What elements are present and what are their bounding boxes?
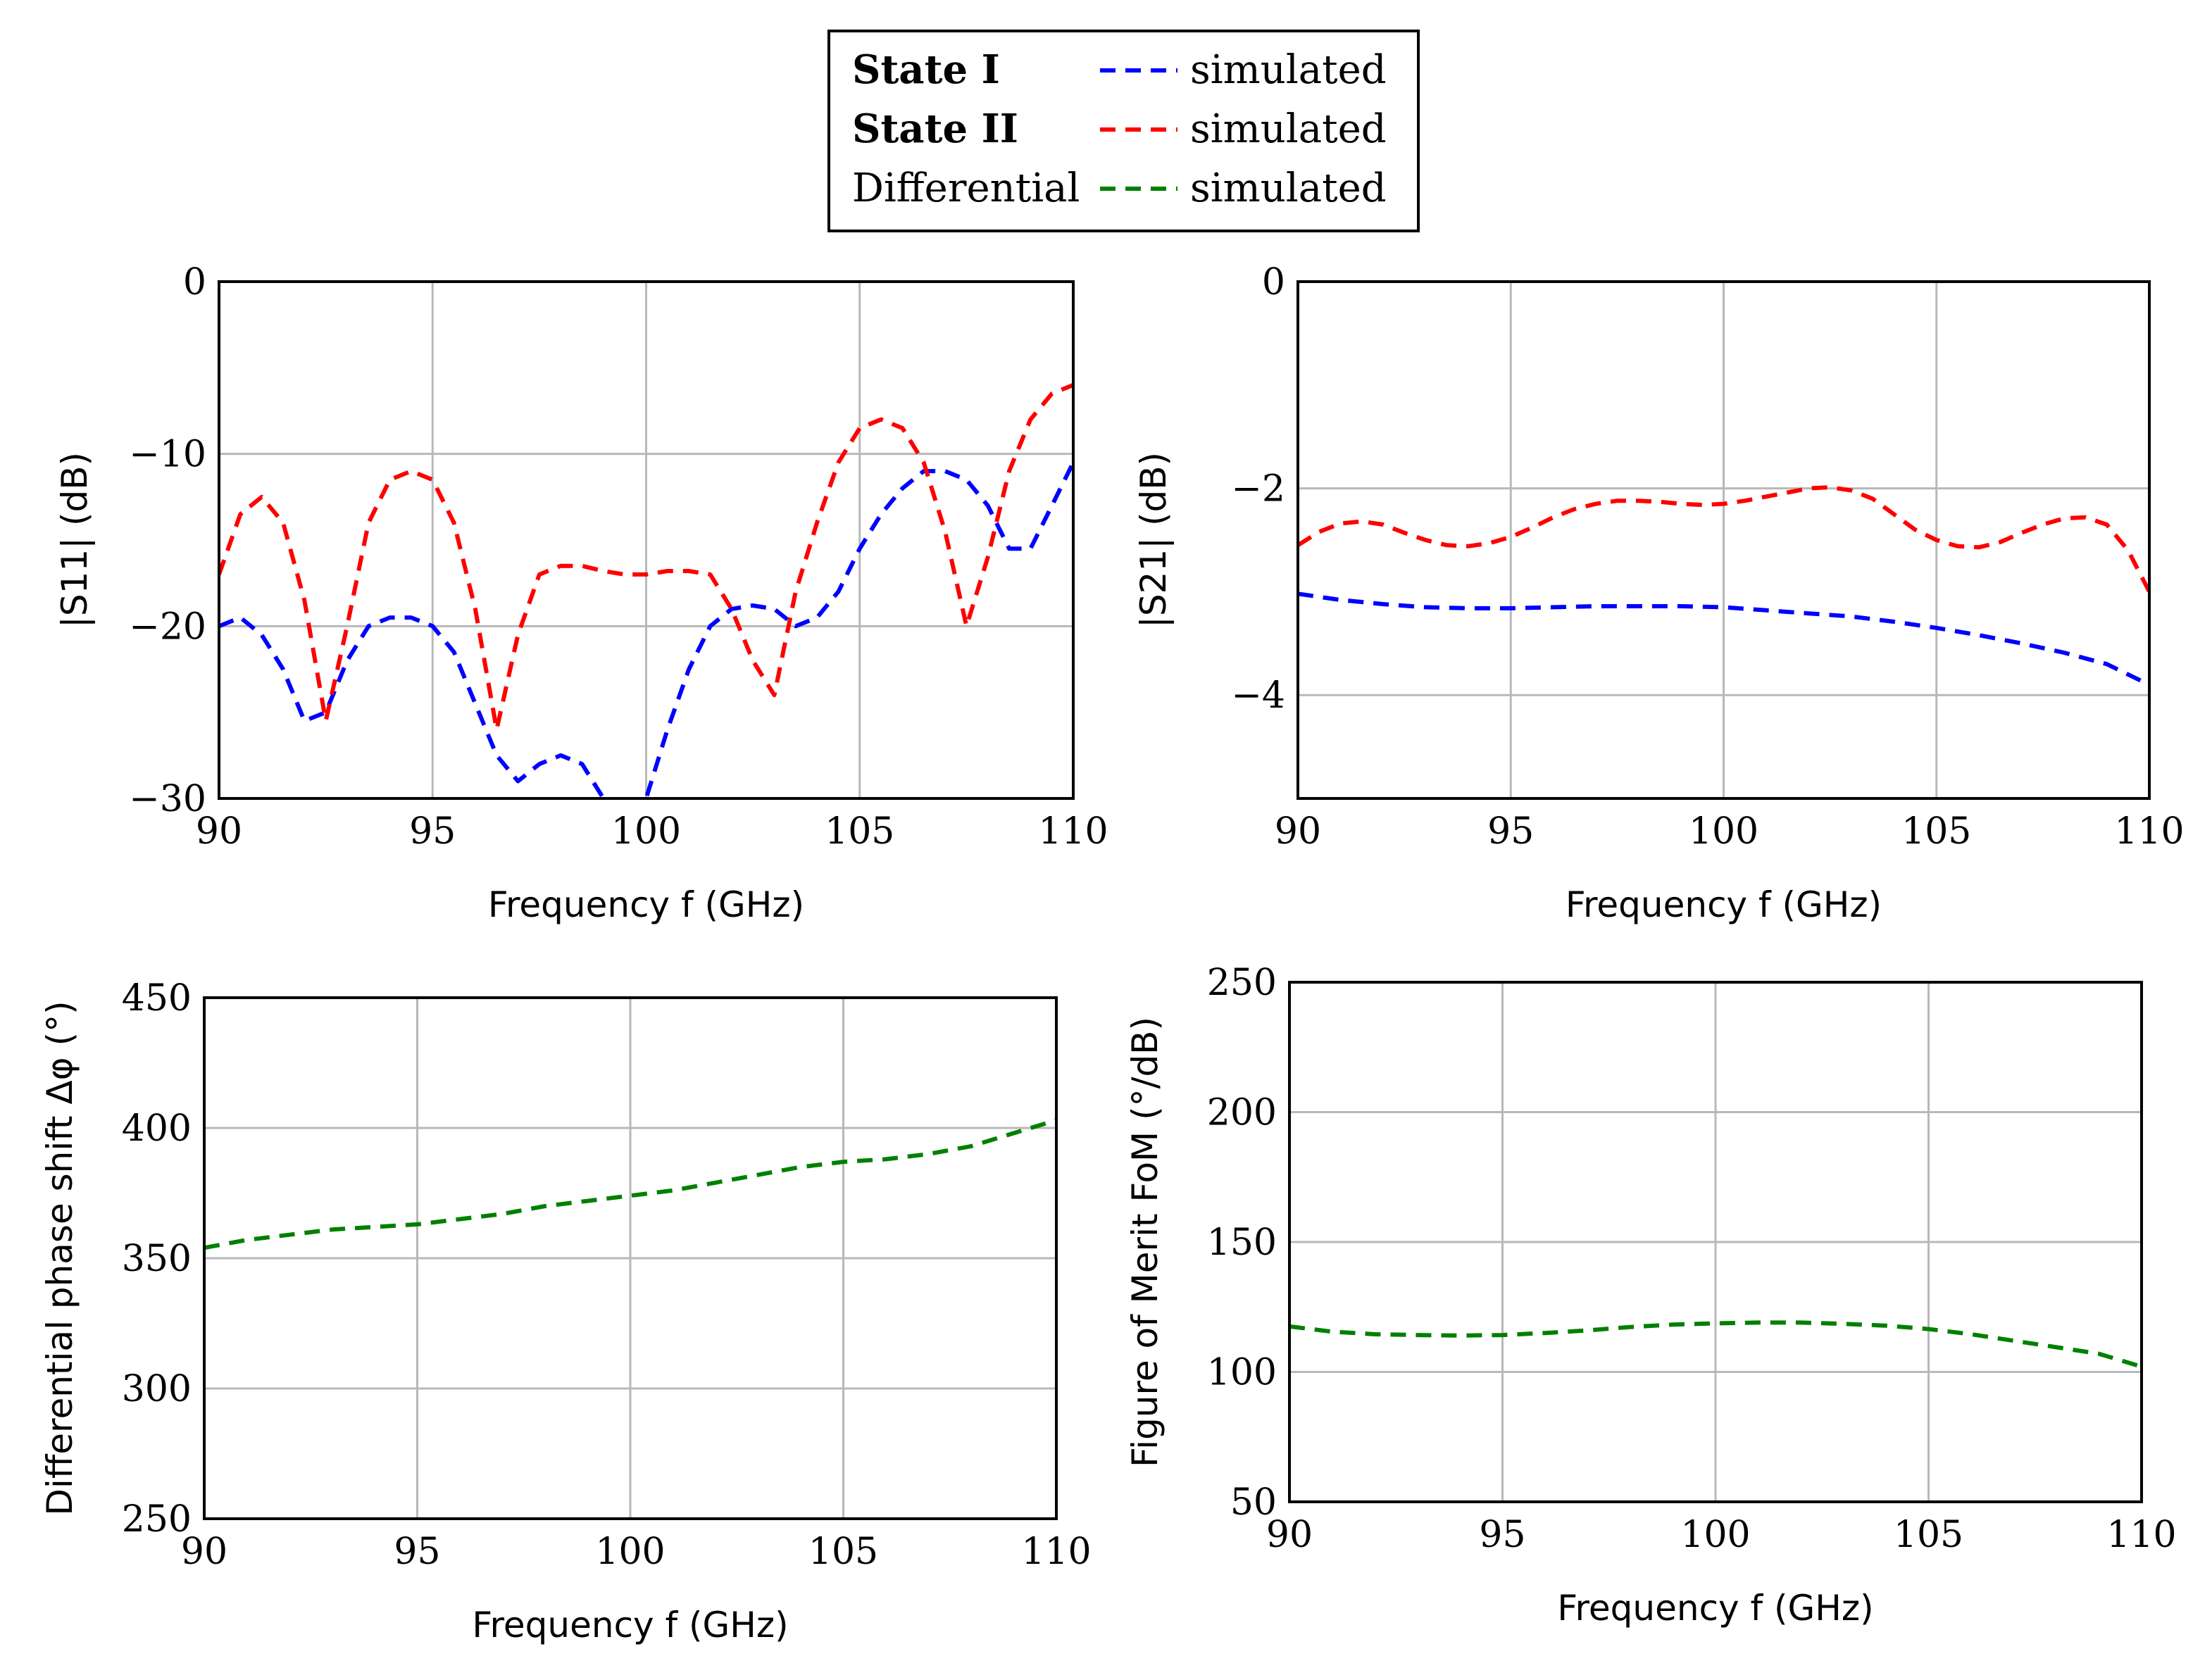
y-tick-label: 400 [122, 1108, 192, 1150]
y-tick-label: 250 [1207, 962, 1277, 1004]
series-line-s11-0 [219, 461, 1073, 798]
y-axis-label: |S11| (dB) [54, 452, 95, 628]
series-line-s21-0 [1298, 591, 2149, 687]
y-tick-label: 50 [1230, 1481, 1277, 1524]
x-tick-label: 110 [2114, 810, 2184, 853]
chart-phase: 90 95 100 105 110 250 300 350 400 450 Frequency f … [39, 977, 1092, 1645]
x-tick-label: 110 [2106, 1514, 2176, 1556]
y-tick-label: 100 [1207, 1352, 1277, 1394]
x-axis-label: Frequency f (GHz) [1557, 1588, 1873, 1629]
legend-style-differential: simulated [1190, 165, 1387, 211]
chart-s11: 90 95 100 105 110 −30 −20 −10 0 Frequency f (GHz)… [54, 261, 1108, 925]
x-tick-label: 95 [1479, 1514, 1525, 1556]
plot-frame [1288, 981, 2143, 1503]
x-tick-label: 95 [1487, 810, 1534, 853]
x-tick-label: 95 [409, 810, 456, 853]
y-tick-label: 150 [1207, 1222, 1277, 1264]
y-axis-label: Differential phase shift Δφ (°) [39, 1001, 80, 1515]
series-line-s21-1 [1298, 485, 2149, 593]
x-tick-label: 95 [394, 1531, 440, 1573]
x-tick-label: 90 [1266, 1514, 1313, 1556]
plot-frame [203, 996, 1058, 1520]
x-tick-label: 105 [825, 810, 894, 853]
y-axis-label: |S21| (dB) [1133, 452, 1174, 628]
y-axis-label: Figure of Merit FoM (°/dB) [1125, 1017, 1166, 1467]
y-tick-label: 300 [122, 1368, 192, 1410]
y-tick-label: −20 [129, 606, 206, 648]
legend-label-state-i: State I [852, 46, 1000, 93]
x-tick-label: 105 [1894, 1514, 1963, 1556]
y-tick-label: 0 [1262, 261, 1285, 303]
legend-label-state-ii: State II [852, 106, 1018, 152]
x-tick-label: 100 [1689, 810, 1758, 853]
y-tick-label: 450 [122, 977, 192, 1020]
legend-style-state-i: simulated [1190, 47, 1387, 93]
y-tick-label: −4 [1231, 675, 1285, 717]
plot-frame [1296, 280, 2151, 800]
legend-label-differential: Differential [852, 165, 1080, 211]
x-tick-label: 105 [808, 1531, 878, 1573]
y-tick-label: 250 [122, 1498, 192, 1541]
x-tick-label: 100 [611, 810, 681, 853]
x-tick-label: 105 [1901, 810, 1971, 853]
y-tick-label: 200 [1207, 1092, 1277, 1134]
series-line-phase-0 [204, 1118, 1056, 1250]
chart-s21: 90 95 100 105 110 −4 −2 0 Frequency f (GHz) |S21|… [1133, 261, 2185, 925]
x-tick-label: 100 [595, 1531, 665, 1573]
legend-style-state-ii: simulated [1190, 106, 1387, 152]
y-tick-label: −30 [129, 778, 206, 820]
x-tick-label: 110 [1038, 810, 1108, 853]
series-line-fom-0 [1289, 1320, 2142, 1369]
y-tick-label: 350 [122, 1238, 192, 1280]
series-line-s11-1 [219, 383, 1073, 732]
x-axis-label: Frequency f (GHz) [488, 884, 804, 925]
y-tick-label: −10 [129, 434, 206, 476]
legend-box [827, 30, 1420, 232]
legend: State I simulated State II simulated Dif… [827, 30, 1420, 232]
y-tick-label: 0 [183, 261, 206, 303]
x-axis-label: Frequency f (GHz) [1566, 884, 1882, 925]
x-tick-label: 90 [1275, 810, 1321, 853]
plot-frame [218, 280, 1075, 800]
y-tick-label: −2 [1231, 468, 1285, 510]
x-tick-label: 90 [181, 1531, 227, 1573]
x-tick-label: 100 [1680, 1514, 1750, 1556]
x-axis-label: Frequency f (GHz) [472, 1605, 788, 1645]
chart-fom: 90 95 100 105 110 50 100 150 200 250 Frequency f (… [1125, 962, 2177, 1629]
x-tick-label: 90 [196, 810, 242, 853]
x-tick-label: 110 [1021, 1531, 1091, 1573]
